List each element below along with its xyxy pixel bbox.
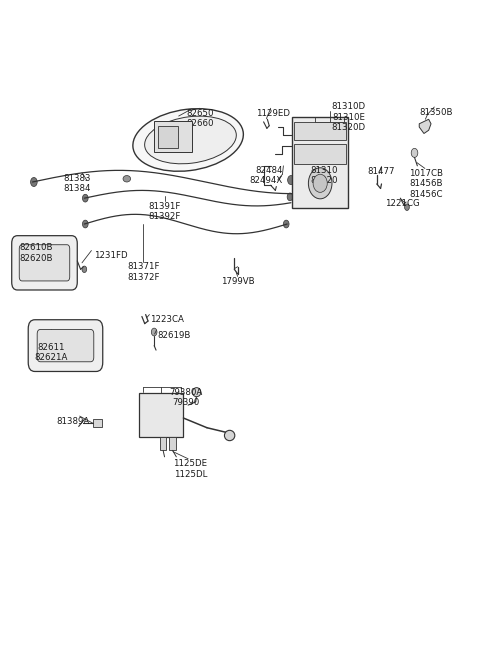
Circle shape	[288, 176, 294, 185]
Text: 82610B
82620B: 82610B 82620B	[20, 244, 53, 263]
Circle shape	[31, 261, 34, 265]
Circle shape	[422, 122, 427, 129]
Bar	[169, 438, 176, 451]
Bar	[292, 117, 348, 208]
Bar	[294, 122, 346, 140]
Text: 81477: 81477	[368, 167, 395, 176]
Circle shape	[144, 403, 149, 410]
Circle shape	[165, 132, 172, 141]
Bar	[294, 145, 346, 164]
Polygon shape	[419, 119, 431, 134]
Circle shape	[151, 328, 157, 336]
Circle shape	[411, 149, 418, 157]
Circle shape	[283, 220, 289, 228]
Circle shape	[29, 257, 36, 268]
Ellipse shape	[225, 430, 235, 441]
Text: 82619B: 82619B	[157, 331, 191, 340]
FancyBboxPatch shape	[28, 320, 103, 371]
Bar	[139, 394, 183, 438]
Circle shape	[227, 432, 232, 439]
Bar	[160, 438, 167, 451]
Text: 82611
82621A: 82611 82621A	[35, 343, 68, 362]
Text: 81310
81320: 81310 81320	[311, 166, 338, 185]
Text: 1799VB: 1799VB	[221, 277, 254, 286]
Text: 1221CG: 1221CG	[385, 200, 420, 208]
Circle shape	[144, 413, 149, 421]
Ellipse shape	[123, 176, 131, 182]
Text: 1017CB
81456B
81456C: 1017CB 81456B 81456C	[409, 169, 444, 199]
Text: 82484
82494X: 82484 82494X	[249, 166, 282, 185]
FancyBboxPatch shape	[12, 236, 77, 290]
Text: 1223CA: 1223CA	[150, 315, 184, 324]
Circle shape	[144, 424, 149, 432]
Circle shape	[50, 267, 56, 274]
Text: 81350B: 81350B	[419, 107, 453, 117]
Text: 81389A: 81389A	[56, 417, 89, 426]
Circle shape	[169, 403, 174, 410]
Text: 81310D
81310E
81320D: 81310D 81310E 81320D	[331, 102, 366, 132]
Text: 81383
81384: 81383 81384	[63, 174, 91, 193]
Ellipse shape	[133, 109, 243, 171]
Ellipse shape	[308, 168, 332, 199]
Text: 1129ED: 1129ED	[256, 109, 290, 118]
Circle shape	[31, 178, 37, 187]
Text: 81371F
81372F: 81371F 81372F	[127, 262, 159, 282]
Circle shape	[82, 266, 87, 272]
Circle shape	[83, 220, 88, 228]
Circle shape	[169, 424, 174, 432]
Circle shape	[83, 195, 88, 202]
Circle shape	[405, 204, 409, 210]
Text: 79380A
79390: 79380A 79390	[169, 388, 203, 407]
Ellipse shape	[192, 388, 201, 397]
FancyBboxPatch shape	[37, 329, 94, 362]
Ellipse shape	[144, 116, 236, 164]
Circle shape	[195, 390, 199, 395]
FancyBboxPatch shape	[19, 245, 70, 281]
Circle shape	[287, 193, 293, 200]
Text: 82650
82660: 82650 82660	[186, 109, 214, 128]
Text: 81391F
81392F: 81391F 81392F	[148, 202, 181, 221]
Text: 1231FD: 1231FD	[94, 252, 127, 260]
Circle shape	[169, 413, 174, 421]
FancyBboxPatch shape	[158, 126, 178, 148]
Text: 1125DE
1125DL: 1125DE 1125DL	[173, 459, 207, 479]
FancyBboxPatch shape	[154, 121, 192, 151]
Ellipse shape	[313, 174, 327, 193]
Bar	[93, 419, 102, 427]
